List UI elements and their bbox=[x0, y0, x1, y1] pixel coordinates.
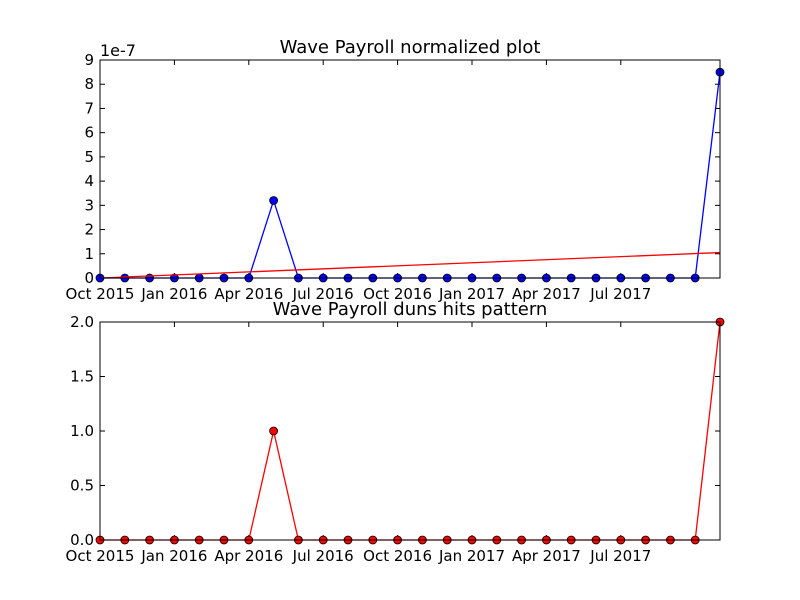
x-tick-label: Apr 2016 bbox=[214, 547, 283, 565]
x-tick-label: Jul 2017 bbox=[589, 547, 651, 565]
normalized-plot: Wave Payroll normalized plot 1e-7 0 1 2 3 4 5… bbox=[66, 37, 725, 303]
y-tick-label: 7 bbox=[84, 99, 94, 117]
x-tick-label: Apr 2017 bbox=[512, 285, 581, 303]
x-tick-label: Jul 2016 bbox=[292, 547, 354, 565]
y-tick-label: 9 bbox=[84, 51, 94, 69]
x-tick-label: Oct 2016 bbox=[363, 547, 432, 565]
y-tick-label: 3 bbox=[84, 196, 94, 214]
y-tick-label: 1.5 bbox=[70, 368, 94, 386]
y-tick-label: 4 bbox=[84, 172, 94, 190]
trend-line bbox=[99, 251, 721, 279]
x-tick-label: Jan 2017 bbox=[438, 285, 505, 303]
x-tick-label: Jul 2017 bbox=[589, 285, 651, 303]
axis-ticks: 0 1 2 3 4 5 6 7 8 9 Oct 2015 Jan 2016 Apr 2016 Jul 20… bbox=[66, 51, 720, 303]
x-tick-label: Apr 2016 bbox=[214, 285, 283, 303]
chart-title: Wave Payroll normalized plot bbox=[280, 37, 541, 58]
data-point bbox=[269, 196, 279, 205]
axis-ticks: 0.0 0.5 1.0 1.5 2.0 Oct 2015 Jan 2016 Apr 2016 J… bbox=[66, 313, 720, 565]
y-tick-label: 6 bbox=[84, 124, 94, 142]
y-tick-label: 0 bbox=[84, 269, 94, 287]
data-point bbox=[269, 426, 279, 436]
series-line bbox=[100, 72, 721, 279]
x-tick-label: Apr 2017 bbox=[512, 547, 581, 565]
y-tick-label: 1 bbox=[84, 245, 94, 263]
series-line bbox=[100, 321, 721, 541]
y-tick-label: 2 bbox=[84, 221, 94, 239]
chart-title: Wave Payroll duns hits pattern bbox=[273, 299, 548, 320]
y-tick-label: 2.0 bbox=[70, 313, 94, 331]
y-tick-label: 8 bbox=[84, 75, 94, 93]
plot-frame bbox=[99, 321, 721, 541]
x-tick-label: Jan 2016 bbox=[140, 285, 207, 303]
plot-frame bbox=[99, 59, 721, 279]
y-tick-label: 5 bbox=[84, 148, 94, 166]
x-tick-label: Oct 2016 bbox=[363, 285, 432, 303]
y-offset-label: 1e-7 bbox=[100, 41, 136, 60]
duns-hits-plot: Wave Payroll duns hits pattern 0.0 0.5 1.0… bbox=[66, 299, 725, 565]
y-tick-label: 1.0 bbox=[70, 422, 94, 440]
x-tick-label: Oct 2015 bbox=[66, 285, 135, 303]
y-tick-label: 0.0 bbox=[70, 531, 94, 549]
series-layer bbox=[95, 67, 725, 283]
x-tick-label: Oct 2015 bbox=[66, 547, 135, 565]
series-layer bbox=[95, 317, 725, 545]
x-tick-label: Jul 2016 bbox=[292, 285, 354, 303]
x-tick-label: Jan 2017 bbox=[438, 547, 505, 565]
y-tick-label: 0.5 bbox=[70, 477, 94, 495]
x-tick-label: Jan 2016 bbox=[140, 547, 207, 565]
